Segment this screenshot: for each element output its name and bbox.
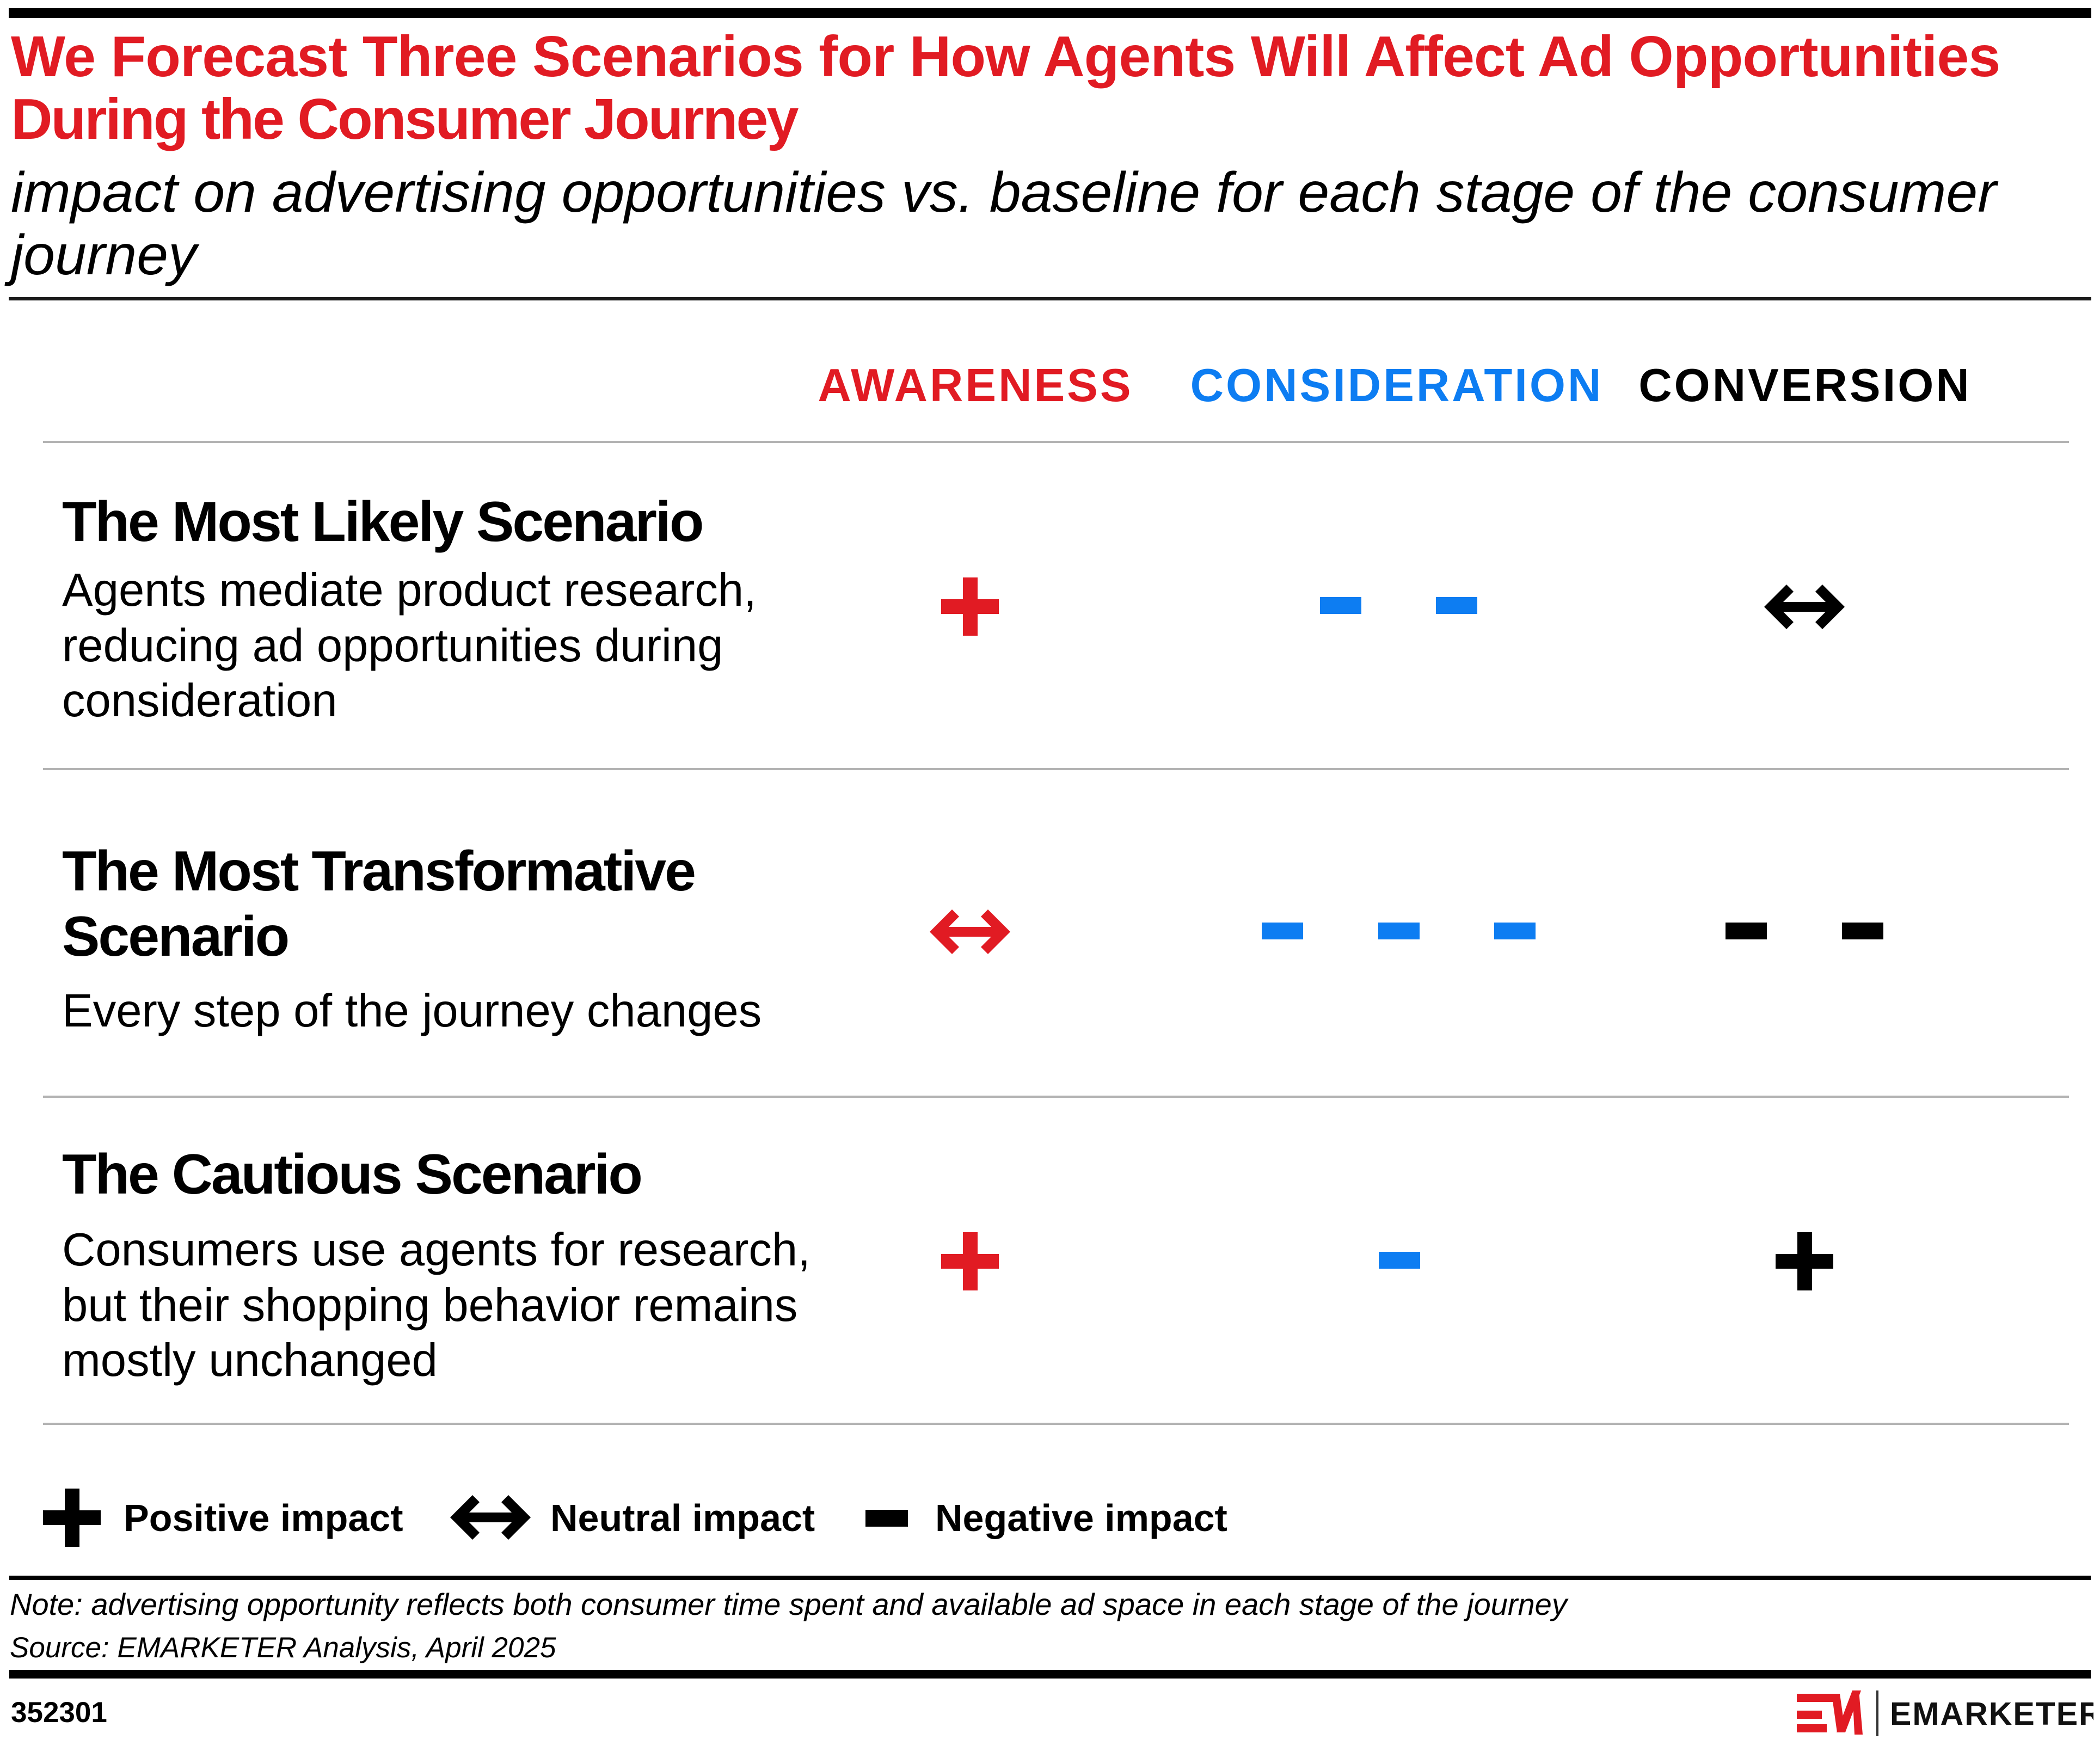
svg-text:EMARKETER: EMARKETER [1890, 1696, 2093, 1732]
